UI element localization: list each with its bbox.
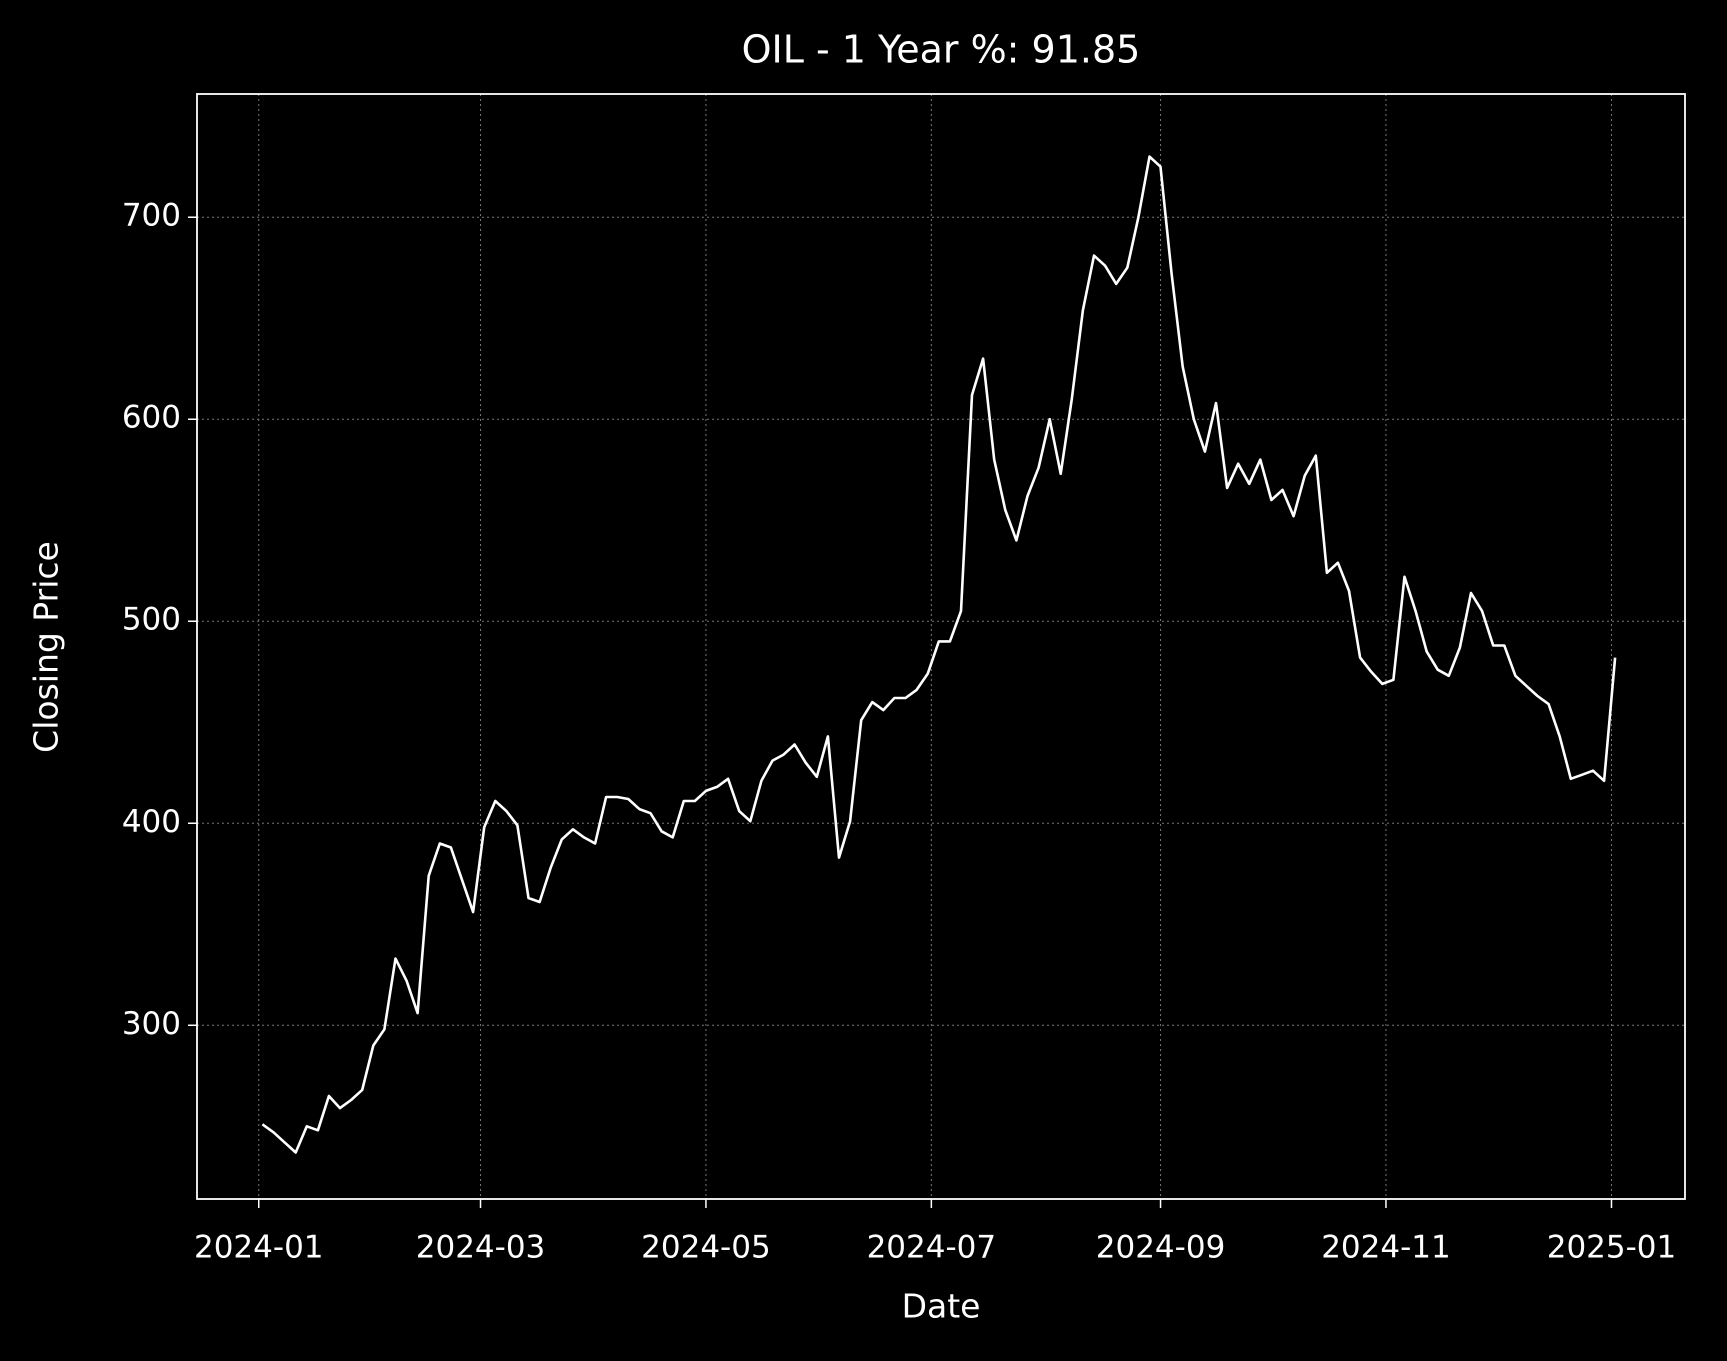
chart-title: OIL - 1 Year %: 91.85 — [742, 28, 1141, 72]
y-tick-label: 700 — [122, 198, 181, 234]
y-tick-label: 400 — [122, 804, 181, 840]
x-tick-label: 2024-05 — [641, 1230, 771, 1266]
x-axis-label: Date — [902, 1287, 981, 1326]
y-tick-label: 500 — [122, 602, 181, 638]
x-tick-label: 2024-09 — [1096, 1230, 1226, 1266]
plot-frame — [196, 93, 1686, 1200]
x-tick-label: 2024-03 — [416, 1230, 546, 1266]
y-tick-label: 300 — [122, 1006, 181, 1042]
x-tick-label: 2024-11 — [1321, 1230, 1451, 1266]
y-tick-label: 600 — [122, 400, 181, 436]
x-tick-label: 2025-01 — [1547, 1230, 1677, 1266]
x-tick-label: 2024-07 — [867, 1230, 997, 1266]
y-axis-label: Closing Price — [27, 541, 66, 753]
price-line — [261, 155, 1617, 1154]
x-tick-label: 2024-01 — [194, 1230, 324, 1266]
